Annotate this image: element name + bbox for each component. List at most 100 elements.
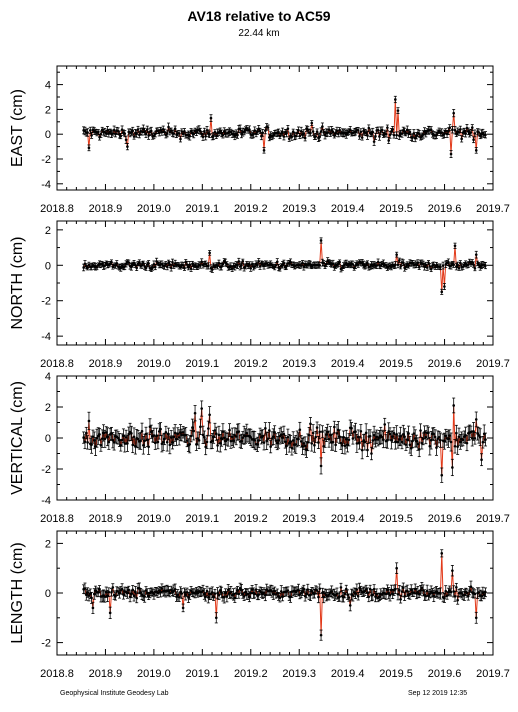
data-point — [165, 132, 169, 135]
data-point — [447, 437, 450, 440]
data-point — [147, 594, 150, 598]
data-point — [96, 130, 100, 134]
y-tick-label: 2 — [45, 538, 51, 550]
data-point — [425, 266, 429, 269]
data-point — [205, 129, 209, 132]
x-tick-label: 2018.8 — [40, 203, 74, 215]
data-point — [460, 137, 463, 141]
data-point — [139, 591, 142, 594]
chart-title: AV18 relative to AC59 — [187, 8, 331, 24]
data-point — [205, 440, 209, 444]
data-point — [82, 266, 85, 269]
data-point — [249, 436, 253, 439]
data-point — [187, 596, 190, 599]
data-point — [232, 439, 235, 443]
data-point — [272, 592, 275, 596]
data-point — [157, 589, 161, 592]
data-point — [396, 109, 400, 112]
data-point — [130, 432, 133, 435]
data-point — [391, 435, 394, 438]
data-point — [472, 263, 475, 266]
data-point — [209, 116, 213, 120]
data-point — [283, 440, 287, 444]
data-point — [309, 422, 312, 426]
data-point — [274, 439, 278, 442]
y-axis-label: LENGTH (cm) — [9, 542, 26, 643]
data-point — [327, 593, 331, 596]
data-point — [348, 128, 352, 131]
data-point — [282, 261, 286, 265]
data-point — [221, 133, 225, 137]
data-point — [203, 130, 206, 133]
x-tick-label: 2019.1 — [186, 668, 220, 680]
data-point — [382, 438, 385, 441]
data-point — [258, 433, 262, 436]
data-point — [319, 464, 323, 468]
data-point — [311, 130, 315, 133]
y-tick-label: 0 — [45, 433, 51, 445]
data-point — [213, 130, 217, 134]
data-point — [253, 438, 257, 442]
data-point — [281, 436, 284, 439]
data-point — [334, 594, 337, 597]
data-point — [268, 136, 271, 139]
x-tick-label: 2019.0 — [137, 358, 171, 370]
data-point — [359, 130, 363, 134]
data-point — [412, 432, 416, 435]
data-point — [106, 594, 109, 598]
data-point — [169, 436, 173, 439]
data-point — [99, 132, 103, 136]
x-tick-label: 2018.8 — [40, 358, 74, 370]
data-point — [384, 132, 388, 136]
data-point — [398, 438, 401, 441]
data-point — [264, 427, 267, 430]
data-point — [183, 266, 186, 270]
data-point — [340, 444, 344, 447]
data-point — [437, 435, 441, 439]
data-point — [457, 435, 461, 438]
data-point — [473, 437, 477, 440]
data-point — [330, 590, 333, 593]
data-point — [469, 430, 473, 434]
data-point — [433, 265, 437, 269]
data-point — [201, 135, 205, 139]
data-point — [447, 260, 450, 264]
data-point — [443, 285, 446, 288]
data-point — [262, 591, 266, 594]
data-point — [322, 445, 326, 448]
data-point — [100, 437, 104, 440]
data-point — [395, 253, 398, 256]
data-point — [459, 128, 462, 131]
y-tick-label: 0 — [45, 129, 51, 141]
data-point — [378, 436, 381, 439]
chart-subtitle: 22.44 km — [238, 28, 280, 39]
data-point — [138, 261, 141, 264]
data-point — [176, 593, 180, 597]
data-point — [464, 433, 467, 437]
data-point — [343, 131, 347, 134]
data-point — [337, 132, 340, 136]
data-point — [161, 440, 165, 444]
data-point — [323, 133, 327, 137]
x-tick-label: 2019.4 — [331, 513, 365, 525]
data-point — [204, 445, 207, 449]
data-point — [323, 437, 327, 441]
data-point — [136, 128, 140, 131]
x-tick-label: 2019.3 — [282, 203, 316, 215]
data-point — [201, 589, 205, 592]
x-tick-label: 2019.7 — [476, 513, 510, 525]
data-point — [225, 595, 229, 598]
data-point — [189, 589, 193, 592]
data-point — [268, 429, 271, 432]
data-point — [420, 134, 424, 138]
x-tick-label: 2019.3 — [282, 513, 316, 525]
data-point — [261, 131, 264, 135]
data-point — [104, 431, 108, 434]
data-point — [156, 440, 160, 444]
data-point — [286, 435, 290, 439]
data-point — [298, 428, 302, 432]
data-point — [230, 435, 234, 439]
data-point — [309, 131, 312, 135]
data-point — [197, 439, 201, 442]
data-point — [272, 435, 275, 438]
